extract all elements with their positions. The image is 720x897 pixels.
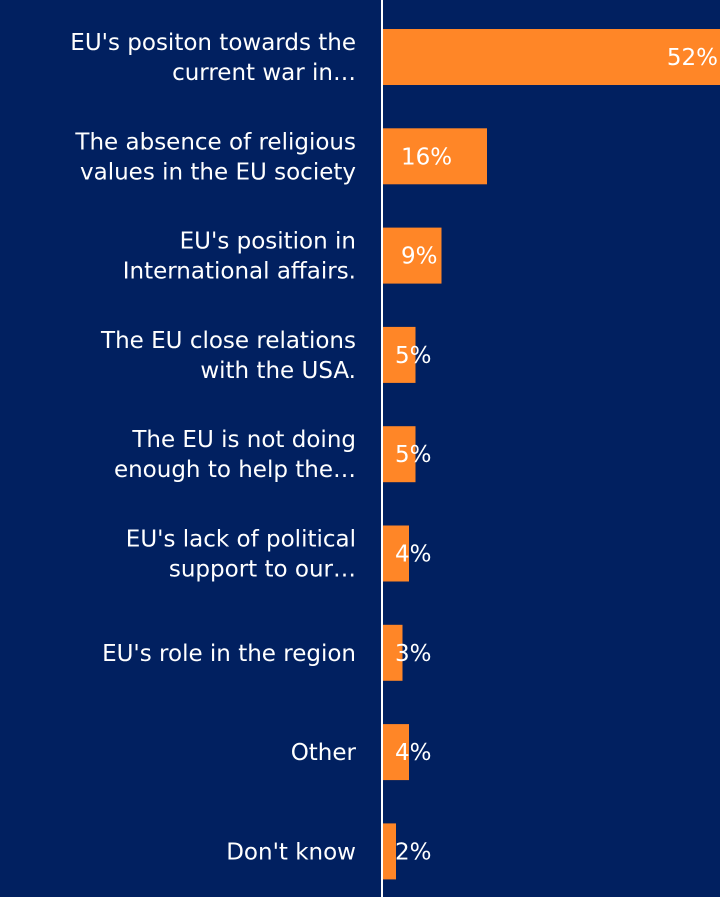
value-label-2: 9% [401, 244, 438, 270]
value-label-0: 52% [667, 45, 718, 71]
bar-6 [383, 624, 403, 681]
category-label-line: EU's positon towards the [70, 30, 356, 56]
category-label-line: The EU close relations [100, 328, 356, 354]
category-label-line: The EU is not doing [131, 427, 356, 453]
category-label-5: EU's lack of political support to our… [126, 527, 356, 583]
bar-0 [383, 29, 720, 85]
category-label-line: values in the EU society [80, 159, 356, 185]
category-label-line: International affairs. [123, 259, 356, 285]
bar-3 [383, 326, 416, 383]
category-label-line: EU's position in [180, 229, 356, 255]
bar-4 [383, 426, 416, 483]
bar-7 [383, 724, 409, 781]
category-label-line: Don't know [226, 839, 356, 865]
category-label-6: EU's role in the region [102, 641, 356, 667]
bar-1 [383, 128, 487, 185]
category-label-line: support to our… [169, 557, 356, 583]
category-label-line: EU's lack of political [126, 527, 356, 553]
category-label-line: with the USA. [200, 358, 356, 384]
bar-2 [383, 227, 442, 284]
category-label-7: Other [291, 740, 357, 766]
value-label-5: 4% [395, 542, 432, 568]
category-label-3: The EU close relations with the USA. [100, 328, 356, 384]
category-label-2: EU's position in International affairs. [123, 229, 356, 285]
category-label-line: Other [291, 740, 357, 766]
category-label-line: current war in… [172, 60, 356, 86]
category-label-0: EU's positon towards the current war in… [70, 30, 356, 86]
bar-5 [383, 525, 409, 582]
value-label-3: 5% [395, 343, 432, 369]
value-label-7: 4% [395, 740, 432, 766]
bar-8 [383, 823, 396, 880]
value-label-4: 5% [395, 442, 432, 468]
category-label-line: The absence of religious [74, 129, 356, 155]
category-label-line: enough to help the… [114, 457, 356, 483]
labels-layer: EU's positon towards the current war in… 5… [70, 30, 718, 865]
bars-layer [383, 29, 720, 880]
value-label-6: 3% [395, 641, 432, 667]
value-label-8: 2% [395, 839, 432, 865]
value-label-1: 16% [401, 144, 452, 170]
category-label-4: The EU is not doing enough to help the… [114, 427, 356, 483]
category-label-1: The absence of religious values in the EU… [74, 129, 356, 185]
category-label-8: Don't know [226, 839, 356, 865]
category-label-line: EU's role in the region [102, 641, 356, 667]
